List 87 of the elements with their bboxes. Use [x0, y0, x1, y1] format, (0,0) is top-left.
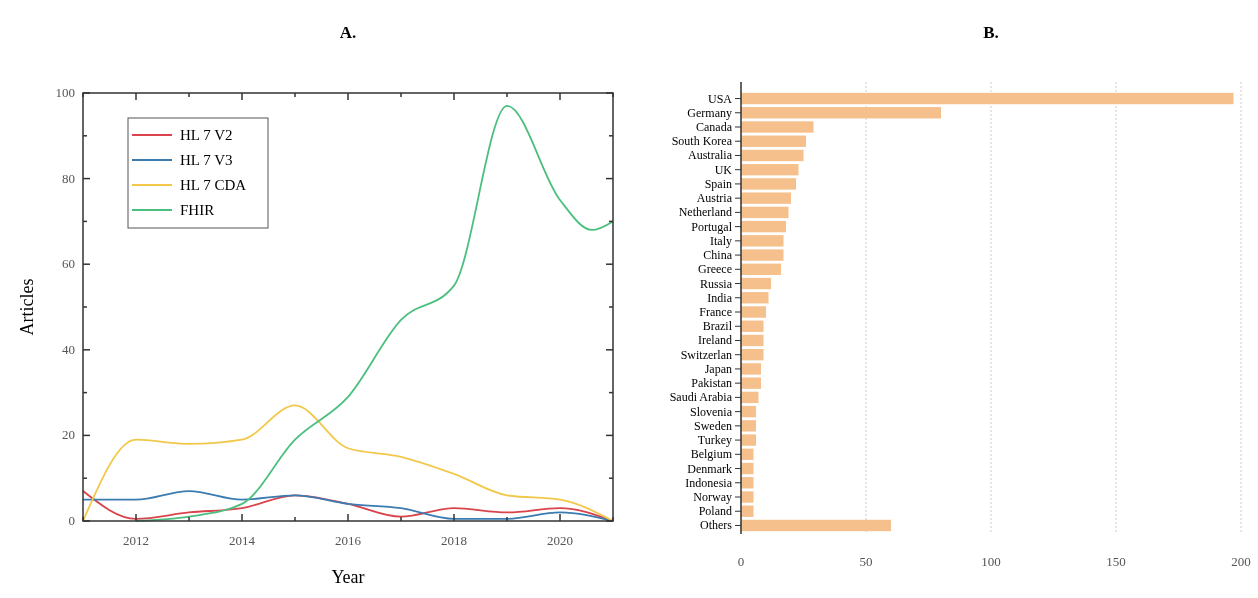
x-tick-label: 2020	[547, 533, 573, 548]
y-tick-label: Germany	[687, 105, 732, 120]
bar	[741, 420, 756, 432]
bar	[741, 206, 789, 219]
y-tick-label: France	[699, 305, 732, 319]
x-tick-label: 100	[981, 554, 1001, 569]
legend-label: HL 7 V3	[180, 152, 233, 168]
y-tick-label: Austria	[696, 191, 733, 206]
chart-title: B.	[983, 23, 999, 42]
y-tick-label: 20	[62, 427, 75, 443]
bar	[741, 491, 754, 503]
y-tick-label: USA	[707, 91, 733, 106]
y-tick-label: Slovenia	[690, 404, 733, 419]
y-tick-label: 80	[62, 170, 75, 186]
y-tick-label: 100	[55, 85, 75, 100]
bar	[741, 249, 784, 261]
x-tick-label: 50	[859, 554, 873, 569]
x-tick-label: 200	[1231, 554, 1251, 569]
y-tick-label: 0	[68, 513, 75, 528]
y-tick-label: Netherland	[678, 205, 732, 220]
x-tick-label: 2016	[335, 533, 362, 548]
bar	[741, 391, 759, 404]
y-tick-label: Indonesia	[685, 475, 733, 490]
y-tick-label: Australia	[688, 148, 733, 163]
y-axis-title: Articles	[17, 278, 37, 336]
y-tick-label: Denmark	[687, 461, 732, 476]
x-tick-label: 2012	[123, 533, 149, 548]
bar	[741, 377, 761, 389]
y-tick-label: 40	[62, 341, 75, 357]
bar	[741, 505, 754, 517]
y-tick-label: Sweden	[694, 418, 732, 433]
chart-title: A.	[339, 23, 357, 42]
bar	[741, 320, 764, 332]
bar	[741, 235, 784, 247]
y-tick-label: Norway	[693, 490, 732, 504]
y-tick-label: Canada	[696, 120, 733, 134]
bar	[741, 220, 786, 233]
y-tick-label: Japan	[704, 361, 732, 376]
bar	[741, 263, 781, 275]
x-axis-title: Year	[331, 567, 365, 587]
y-tick-label: Turkey	[697, 433, 732, 448]
bar	[741, 292, 769, 304]
x-tick-label: 2014	[229, 533, 256, 548]
bar	[741, 405, 756, 418]
x-tick-label: 0	[737, 554, 745, 569]
bar	[741, 349, 764, 361]
y-tick-label: Spain	[704, 176, 732, 191]
y-tick-label: South Korea	[671, 134, 733, 149]
bar	[741, 434, 756, 446]
bar	[741, 334, 764, 347]
y-tick-label: UK	[714, 162, 733, 177]
legend-label: HL 7 CDA	[180, 177, 247, 193]
y-tick-label: Greece	[698, 262, 732, 277]
y-tick-label: Italy	[710, 233, 732, 248]
bar	[741, 277, 771, 290]
bar	[741, 92, 1234, 105]
y-tick-label: Belgium	[690, 447, 733, 462]
bar	[741, 178, 796, 190]
y-tick-label: Russia	[699, 276, 733, 291]
bar	[741, 519, 891, 532]
bar	[741, 448, 754, 460]
bar	[741, 149, 804, 162]
y-tick-label: Others	[700, 518, 733, 533]
y-tick-label: 60	[62, 256, 75, 272]
x-tick-label: 150	[1106, 554, 1126, 569]
line-series	[82, 404, 614, 522]
legend-label: FHIR	[180, 202, 215, 218]
bar	[741, 121, 814, 133]
y-tick-label: China	[703, 248, 733, 263]
y-tick-label: Portugal	[691, 219, 733, 234]
bar	[741, 135, 806, 147]
y-tick-label: Pakistan	[691, 376, 732, 391]
y-tick-label: India	[707, 290, 733, 305]
y-tick-label: Saudi Arabia	[669, 390, 733, 405]
bar	[741, 306, 766, 318]
bar	[741, 462, 754, 475]
y-tick-label: Ireland	[698, 333, 732, 348]
bar	[741, 192, 791, 204]
legend-label: HL 7 V2	[180, 127, 233, 143]
x-tick-label: 2018	[441, 533, 467, 548]
bar	[741, 107, 941, 119]
y-tick-label: Poland	[698, 504, 732, 519]
bar	[741, 477, 754, 489]
y-tick-label: Brazil	[702, 319, 733, 334]
bar	[741, 164, 799, 176]
bar	[741, 363, 761, 375]
y-tick-label: Switzerlan	[680, 347, 732, 362]
